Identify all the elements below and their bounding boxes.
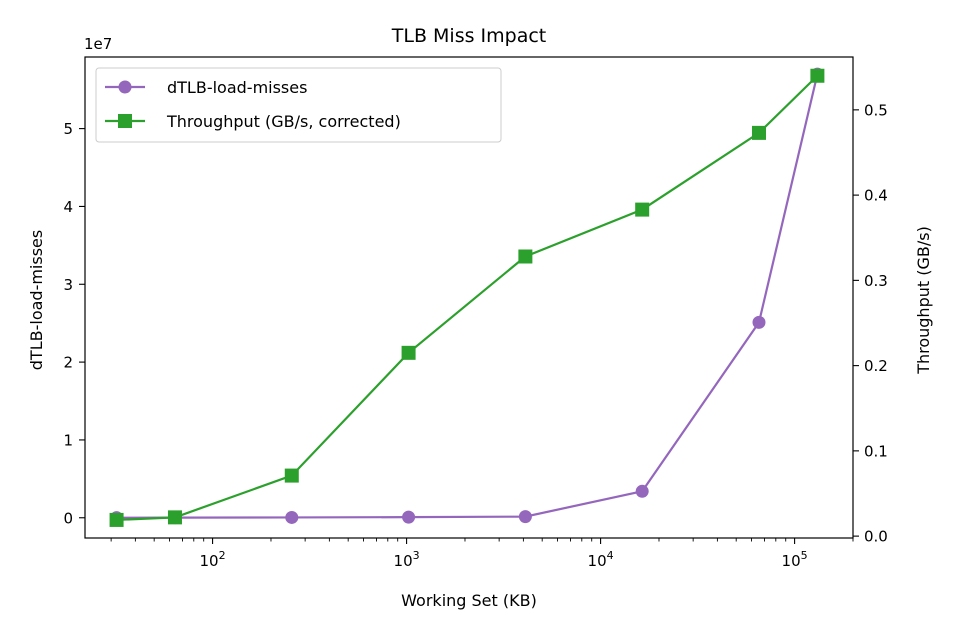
x-tick-label-1: 103 — [394, 549, 420, 570]
data-point-1-6 — [751, 125, 766, 140]
y-tick-label-0: 0 — [63, 509, 73, 527]
x-tick-label-exponent: 3 — [413, 549, 420, 562]
legend-label-0: dTLB-load-misses — [167, 78, 307, 97]
series-line-0 — [116, 73, 819, 519]
x-tick-label-exponent: 2 — [219, 549, 226, 562]
data-point-0-5 — [635, 484, 649, 498]
legend-marker-0 — [118, 80, 132, 94]
chart-title: TLB Miss Impact — [391, 25, 547, 47]
y2-tick-label-0: 0.0 — [864, 528, 888, 546]
legend: dTLB-load-misses Throughput (GB/s, correc… — [95, 67, 502, 143]
x-tick-label-exponent: 4 — [607, 549, 614, 562]
x-tick-label-2: 104 — [588, 549, 614, 570]
y-tick-label-1: 1 — [63, 431, 73, 449]
x-tick-label-0: 102 — [200, 549, 226, 570]
y-axis-label: dTLB-load-misses — [27, 230, 46, 370]
data-point-1-1 — [167, 510, 182, 525]
legend-label-1: Throughput (GB/s, corrected) — [166, 112, 401, 131]
x-axis-label: Working Set (KB) — [401, 591, 537, 610]
y2-tick-label-3: 0.3 — [864, 272, 888, 290]
plot-frame — [84, 56, 854, 539]
y-axis-offset-label: 1e7 — [84, 35, 112, 53]
y2-tick-label-2: 0.2 — [864, 357, 888, 375]
y-tick-label-5: 5 — [63, 120, 73, 138]
data-point-1-7 — [810, 68, 825, 83]
y2-tick-label-5: 0.5 — [864, 101, 888, 119]
y2-axis-label: Throughput (GB/s) — [914, 226, 933, 375]
legend-marker-1 — [118, 114, 132, 128]
legend-box — [95, 67, 502, 143]
x-tick-label-base: 10 — [588, 552, 607, 570]
data-point-0-3 — [402, 510, 416, 524]
data-point-1-3 — [401, 345, 416, 360]
y-tick-label-2: 2 — [63, 354, 73, 372]
data-point-0-6 — [752, 315, 766, 329]
data-point-1-0 — [109, 512, 124, 527]
data-point-0-4 — [518, 510, 532, 524]
data-point-1-2 — [284, 468, 299, 483]
y2-tick-label-1: 0.1 — [864, 442, 888, 460]
y2-tick-label-4: 0.4 — [864, 187, 888, 205]
series-line-1 — [116, 74, 819, 522]
x-tick-label-base: 10 — [394, 552, 413, 570]
x-tick-label-base: 10 — [200, 552, 219, 570]
data-point-1-4 — [518, 249, 533, 264]
x-tick-label-base: 10 — [782, 552, 801, 570]
data-point-1-5 — [635, 202, 650, 217]
data-point-0-2 — [285, 510, 299, 524]
y-tick-label-3: 3 — [63, 276, 73, 294]
y-tick-label-4: 4 — [63, 198, 73, 216]
x-tick-label-3: 105 — [782, 549, 808, 570]
x-tick-label-exponent: 5 — [801, 549, 808, 562]
